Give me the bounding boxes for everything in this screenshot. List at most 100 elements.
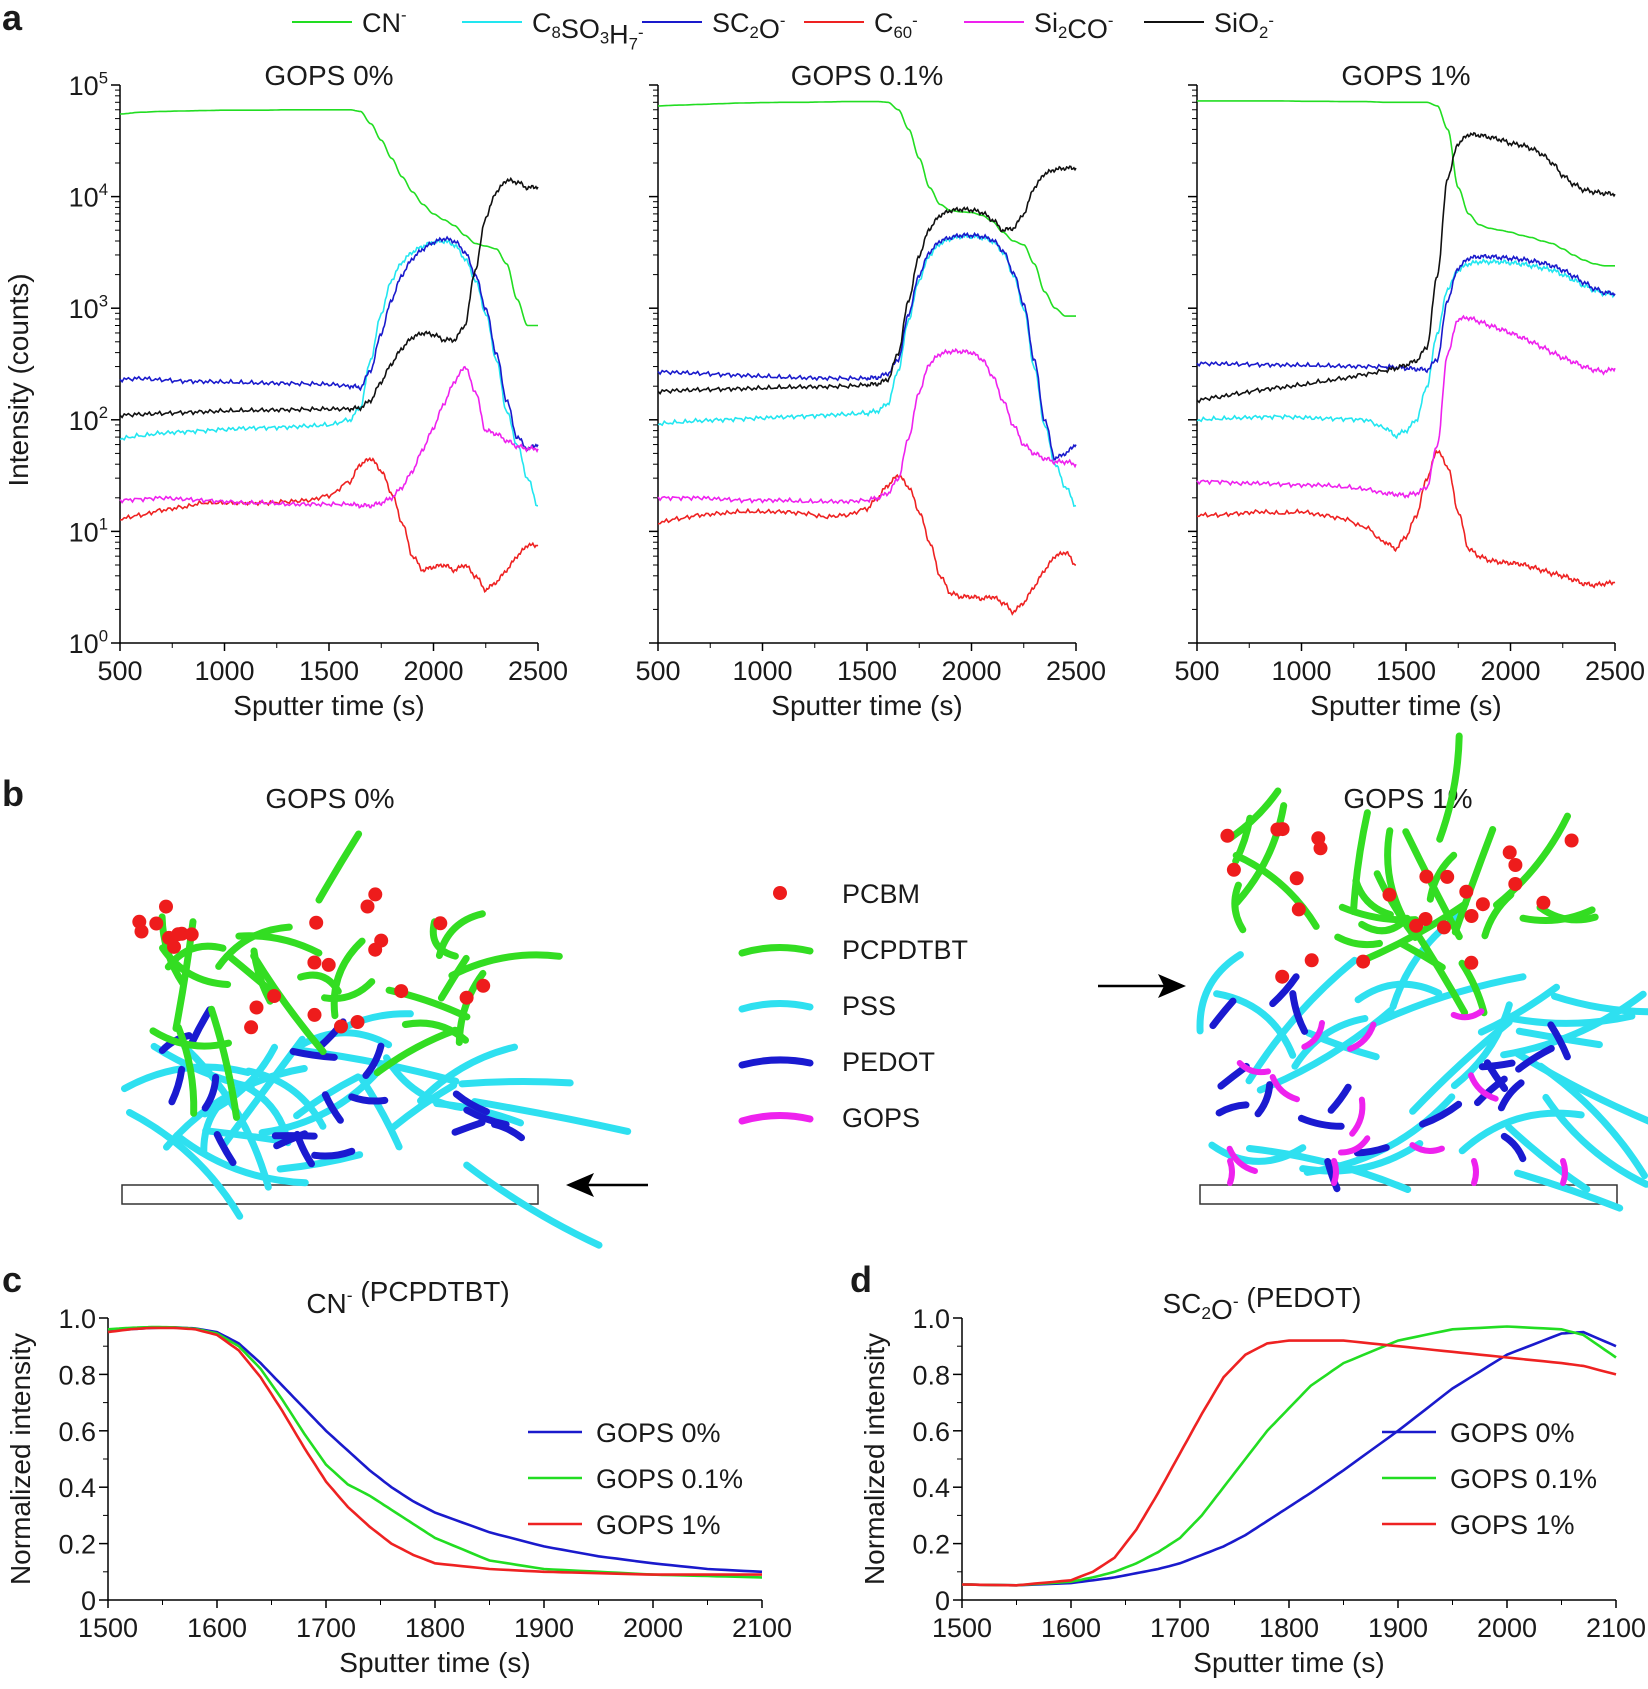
y-tick-label: 0.4 — [58, 1473, 96, 1503]
pedot-segment — [311, 1147, 356, 1160]
pcpdtbt-chain — [1352, 877, 1394, 919]
x-tick-label: 1000 — [1271, 656, 1331, 686]
legend-label-SC2O: GOPS 0% — [596, 1418, 721, 1448]
pedot-segment — [1474, 1075, 1508, 1107]
pcpdtbt-chain — [1402, 828, 1463, 941]
pedot-segment — [321, 1091, 344, 1124]
pss-chain — [200, 1081, 249, 1156]
legend-swatch-GOPS — [738, 1111, 814, 1125]
pss-chain — [388, 1081, 458, 1132]
x-tick-label: 1700 — [1150, 1613, 1210, 1643]
pss-chain — [276, 1151, 364, 1173]
y-tick-label: 0.2 — [912, 1530, 950, 1560]
arrow-left-substrate — [566, 1173, 648, 1197]
pcpdtbt-chain — [321, 978, 376, 1002]
x-tick-label: 1500 — [837, 656, 897, 686]
series-line-CN — [961, 1325, 1617, 1587]
arrow-right-interface — [1098, 974, 1186, 998]
x-tick-label: 500 — [635, 656, 680, 686]
x-axis-label: Sputter time (s) — [771, 690, 962, 721]
plot-title: GOPS 0% — [264, 60, 393, 91]
pedot-segment — [188, 1006, 214, 1046]
legend-swatch-PCPDTBT — [738, 943, 814, 957]
x-tick-label: 1800 — [1259, 1613, 1319, 1643]
pss-chain — [245, 1067, 327, 1130]
x-tick-label: 1000 — [732, 656, 792, 686]
pcpdtbt-chain — [1232, 851, 1320, 930]
legend-label-GOPS: GOPS — [842, 1103, 920, 1133]
pcbm-dot — [1275, 822, 1290, 837]
legend-label-C60: GOPS 1% — [596, 1510, 721, 1540]
plot-title: SC2O- (PEDOT) — [1162, 1282, 1361, 1325]
y-tick-label: 105 — [69, 68, 108, 101]
panel-letter-c: c — [2, 1259, 22, 1300]
series-line-SC2O — [1196, 253, 1616, 374]
series-line-CN — [1197, 100, 1615, 267]
x-tick-label: 2000 — [623, 1613, 683, 1643]
pss-chain — [1291, 1015, 1369, 1070]
legend-label-C60: C60- — [874, 8, 918, 42]
series-line-Si2CO — [119, 365, 539, 509]
pcbm-dot — [334, 1019, 348, 1034]
pss-chain — [1537, 1062, 1648, 1180]
pss-chain — [202, 1127, 286, 1145]
legend-label-SC2O: SC2O- — [712, 8, 785, 44]
y-tick-label: 102 — [69, 403, 108, 436]
gops-chain — [1236, 1060, 1271, 1076]
panel-c-plot: CN- (PCPDTBT) 0 0.2 0.4 0.6 0.8 1.0 1500 1600 170… — [5, 1276, 792, 1678]
series-line-CN — [658, 100, 1076, 317]
pedot-segment — [1269, 973, 1300, 1008]
series-line-C8SO3H7 — [1196, 257, 1616, 440]
series-line-CN — [119, 109, 538, 327]
pss-chain — [1208, 1141, 1307, 1165]
pcpdtbt-chain — [1451, 826, 1497, 936]
y-tick-label: 0 — [81, 1586, 96, 1616]
pcbm-dot — [249, 1000, 264, 1015]
y-tick-label: 104 — [69, 180, 108, 213]
pcpdtbt-chain — [225, 952, 277, 997]
plot-title: CN- (PCPDTBT) — [306, 1276, 509, 1319]
pcbm-dot — [267, 989, 282, 1003]
panel-b-legend: PCBM PCPDTBT PSS PEDOT GOPS — [738, 879, 968, 1133]
panel-a-plot-gops-0: GOPS 0% 100 101 102 103 104 105 500 1000 1500 2000… — [69, 60, 568, 721]
pcbm-dot — [307, 1007, 322, 1022]
pedot-segment — [289, 1047, 338, 1061]
pss-chain — [1505, 1123, 1591, 1193]
series-line-Si2CO — [657, 347, 1077, 505]
pcpdtbt-chain — [1227, 787, 1282, 842]
substrate — [121, 1184, 539, 1205]
series-line-SiO2 — [1196, 131, 1616, 404]
y-tick-label: 103 — [69, 291, 108, 324]
pcpdtbt-chain — [315, 830, 363, 904]
x-tick-label: 2000 — [1477, 1613, 1537, 1643]
gops-chain — [1337, 1135, 1371, 1156]
pcpdtbt-chain — [159, 944, 232, 988]
pcpdtbt-chain — [1493, 812, 1571, 909]
pedot-segment — [1515, 1045, 1555, 1073]
pss-chain — [417, 1043, 518, 1105]
y-tick-label: 0.6 — [58, 1417, 96, 1447]
panel-b-left-title: GOPS 0% — [265, 783, 394, 814]
pcbm-dot — [476, 978, 491, 993]
pcbm-dot — [307, 955, 322, 970]
pcbm-dot — [1464, 909, 1479, 923]
x-tick-label: 2100 — [732, 1613, 792, 1643]
pcbm-dot — [1311, 831, 1326, 846]
pedot-segment — [1209, 997, 1237, 1030]
pss-chain — [357, 1074, 403, 1151]
series-line-SC2O — [657, 231, 1077, 461]
y-tick-label: 0 — [935, 1586, 950, 1616]
pcpdtbt-chain — [429, 918, 459, 960]
pedot-segment — [213, 1131, 237, 1167]
gops-chain — [1349, 1096, 1366, 1137]
x-tick-label: 2500 — [1585, 656, 1645, 686]
panel-a-plot-gops-1: GOPS 1% 500 1000 1500 2000 2500 Sputter time (… — [1174, 60, 1645, 721]
x-tick-label: 2100 — [1586, 1613, 1646, 1643]
pcpdtbt-chain — [330, 937, 366, 1020]
pcbm-dot — [1508, 858, 1523, 872]
x-tick-label: 1700 — [296, 1613, 356, 1643]
pcbm-dot — [1464, 955, 1479, 970]
legend-swatch-PSS — [738, 999, 814, 1013]
